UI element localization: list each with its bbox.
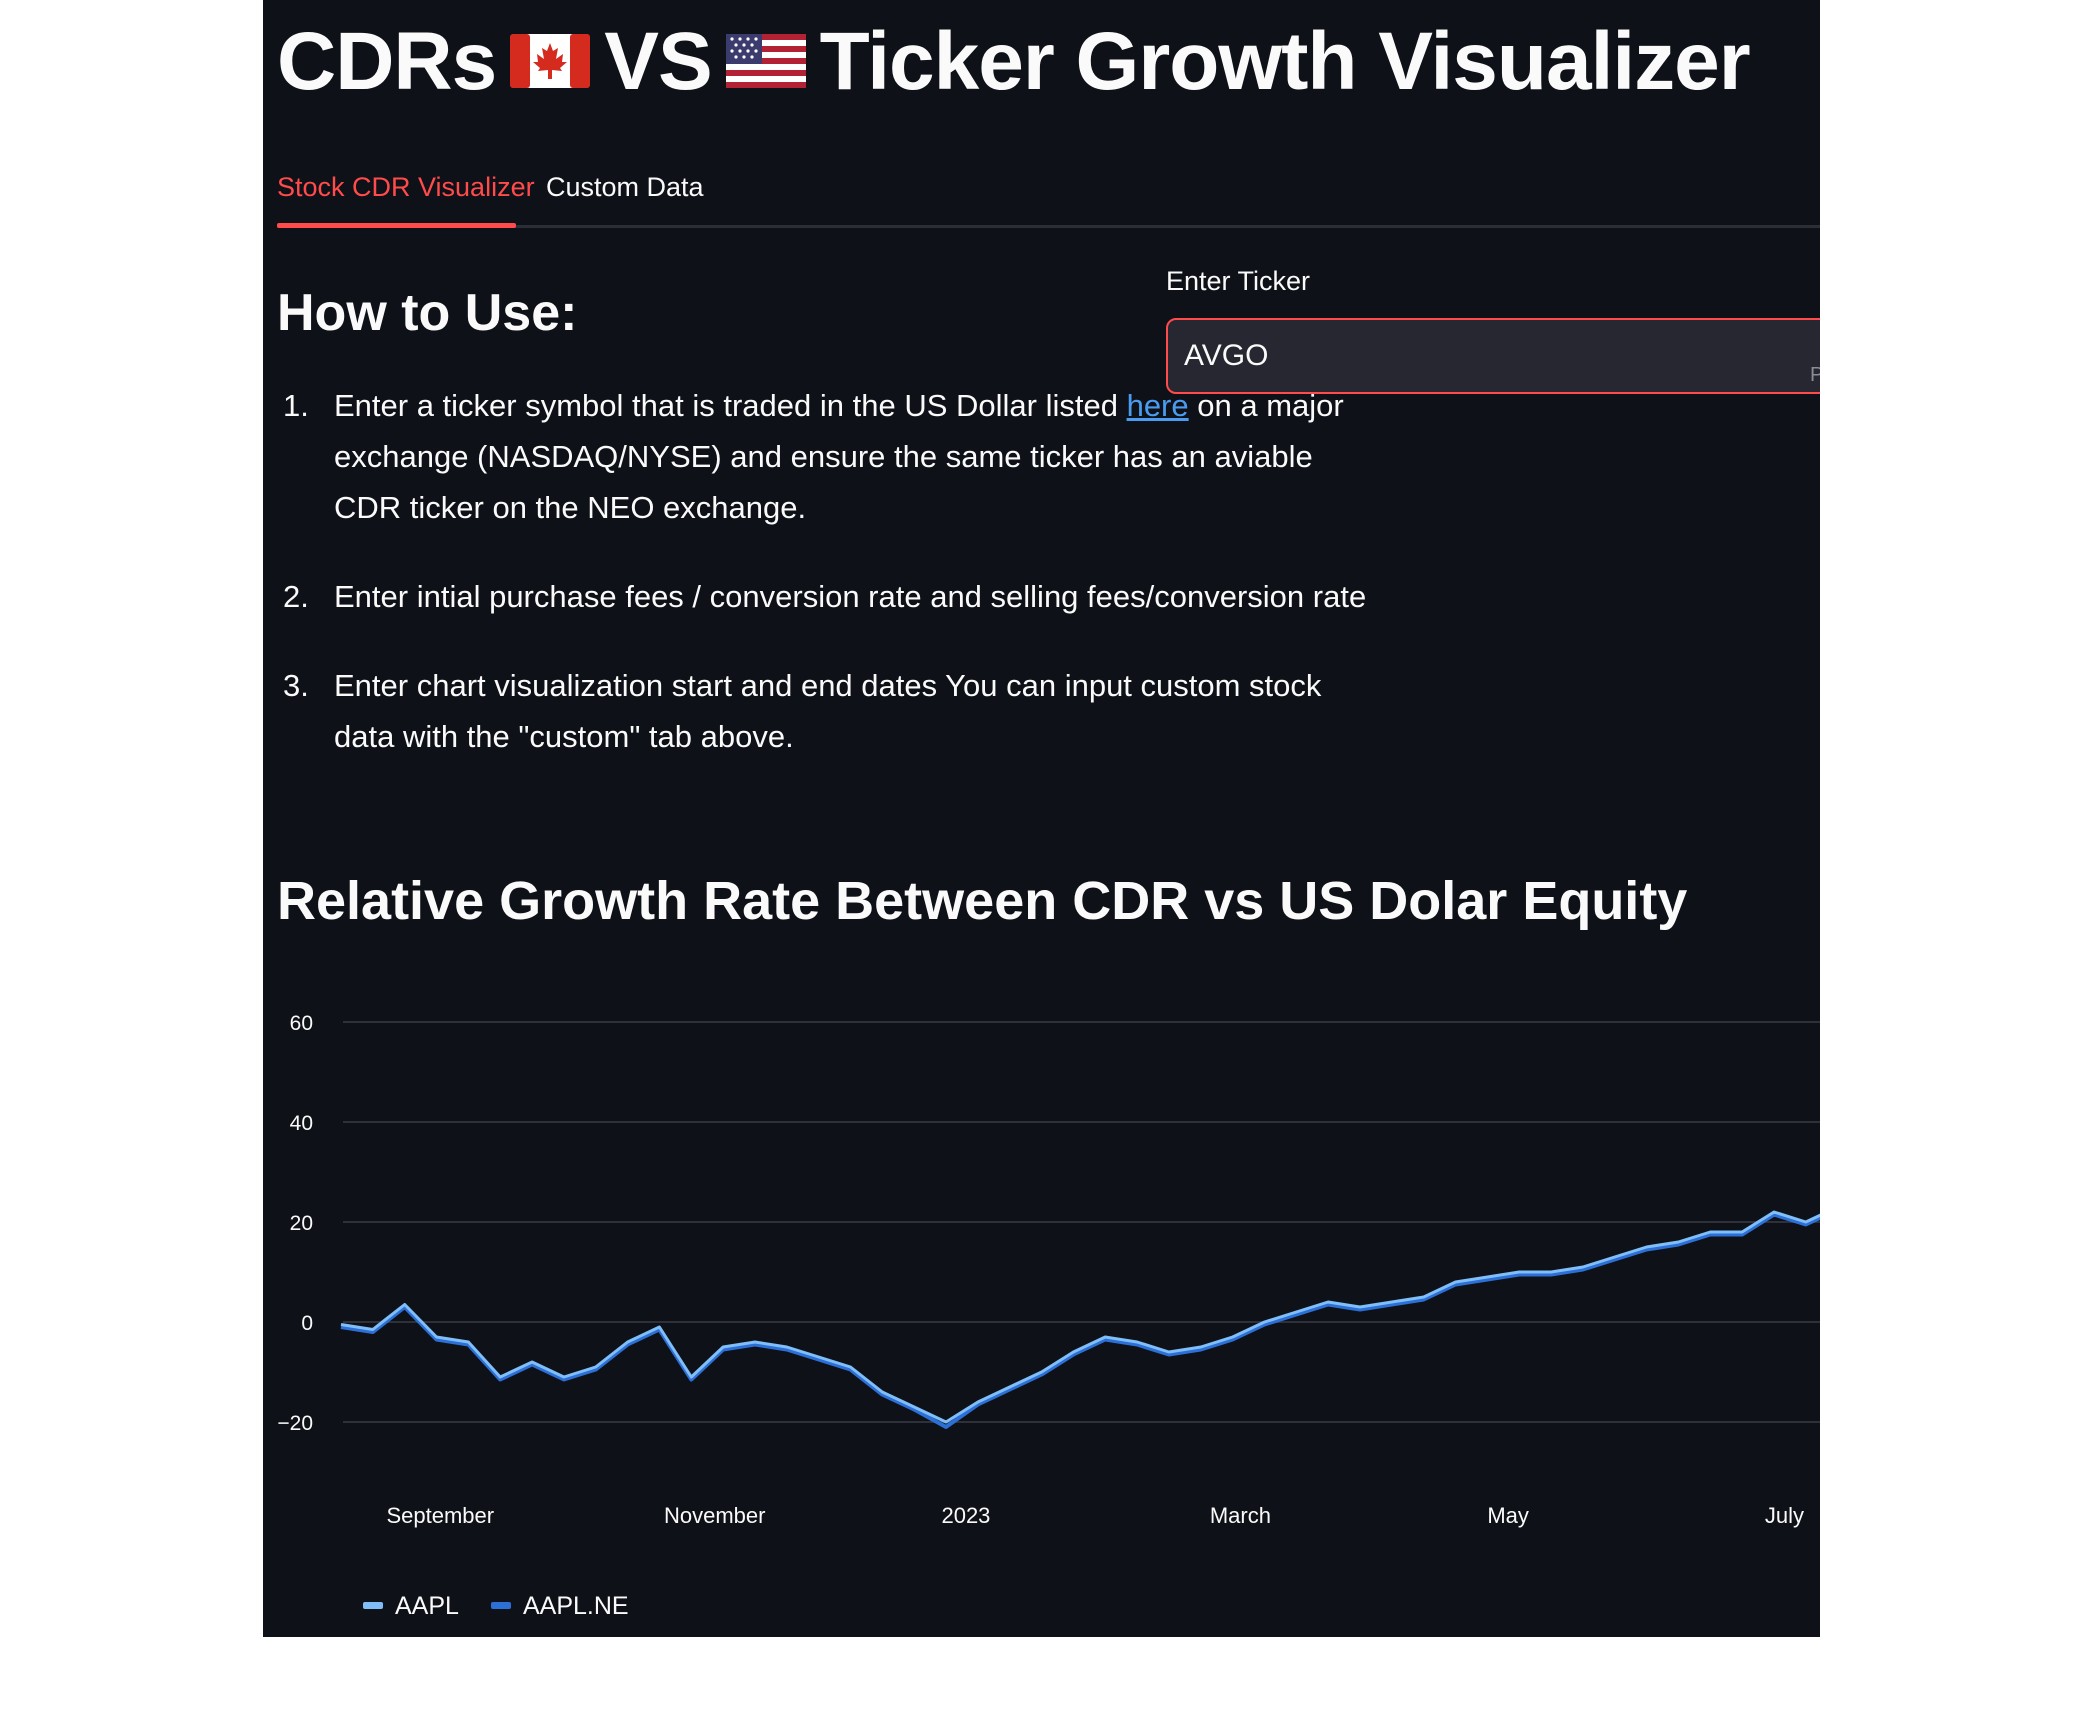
tab-stock-cdr-visualizer[interactable]: Stock CDR Visualizer — [277, 172, 535, 202]
ticker-input-hint: Press Enter to apply — [1810, 364, 1820, 386]
tab-bar: Stock CDR Visualizer Custom Data — [277, 160, 1820, 230]
y-tick-label: 60 — [290, 1012, 313, 1035]
growth-line-chart: 60 40 20 0 −20 September November 2023 March May… — [277, 1012, 1820, 1620]
how-to-steps: 1. Enter a ticker symbol that is traded … — [277, 380, 1387, 800]
legend-label: AAPL.NE — [523, 1592, 629, 1620]
usa-flag-icon — [725, 11, 806, 111]
title-vs: VS — [604, 16, 712, 107]
step-text: on a major exchange (NASDAQ/NYSE) and en… — [334, 388, 1344, 525]
step-text: Enter intial purchase fees / conversion … — [334, 579, 1367, 614]
step-item: 1. Enter a ticker symbol that is traded … — [277, 380, 1387, 533]
step-item: 2. Enter intial purchase fees / conversi… — [277, 571, 1387, 622]
step-text: Enter chart visualization start and end … — [334, 668, 1322, 754]
y-tick-label: 0 — [301, 1312, 313, 1335]
x-tick-label: September — [386, 1503, 494, 1528]
active-tab-indicator — [277, 223, 516, 228]
step-text: Enter a ticker symbol that is traded in … — [334, 388, 1118, 423]
x-tick-label: May — [1487, 1503, 1529, 1528]
series-line-aapl — [340, 1210, 1820, 1424]
app-container: CDRs VS Ticker Growth Visualizer Stock CDR… — [263, 0, 1820, 1637]
chart-heading: Relative Growth Rate Between CDR vs US D… — [277, 871, 1688, 931]
ticker-input-box: Press Enter to apply — [1166, 318, 1820, 394]
canada-flag-icon — [510, 11, 591, 111]
series-line-aapl-ne — [340, 1212, 1820, 1429]
title-cdrs: CDRs — [277, 16, 497, 107]
page-title: CDRs VS Ticker Growth Visualizer — [277, 11, 1751, 117]
step-item: 3. Enter chart visualization start and e… — [277, 660, 1387, 762]
x-tick-label: March — [1210, 1503, 1271, 1528]
ticker-label: Enter Ticker — [1166, 266, 1311, 296]
y-tick-label: 40 — [290, 1112, 313, 1135]
legend-swatch — [363, 1602, 383, 1609]
tab-bar-divider — [277, 225, 1820, 228]
legend-label: AAPL — [395, 1592, 459, 1620]
title-ticker-growth-visualizer: Ticker Growth Visualizer — [819, 16, 1751, 107]
y-tick-label: 20 — [290, 1212, 313, 1235]
step-number: 1. — [283, 388, 309, 423]
legend-swatch — [491, 1602, 511, 1609]
how-to-heading: How to Use: — [277, 284, 578, 342]
x-tick-label: 2023 — [941, 1503, 990, 1528]
step-number: 2. — [283, 579, 309, 614]
ticker-input[interactable] — [1184, 332, 1784, 380]
x-tick-label: July — [1765, 1503, 1804, 1528]
step-number: 3. — [283, 668, 309, 703]
y-tick-label: −20 — [277, 1412, 313, 1435]
x-tick-label: November — [664, 1503, 765, 1528]
tab-custom-data[interactable]: Custom Data — [546, 172, 704, 202]
